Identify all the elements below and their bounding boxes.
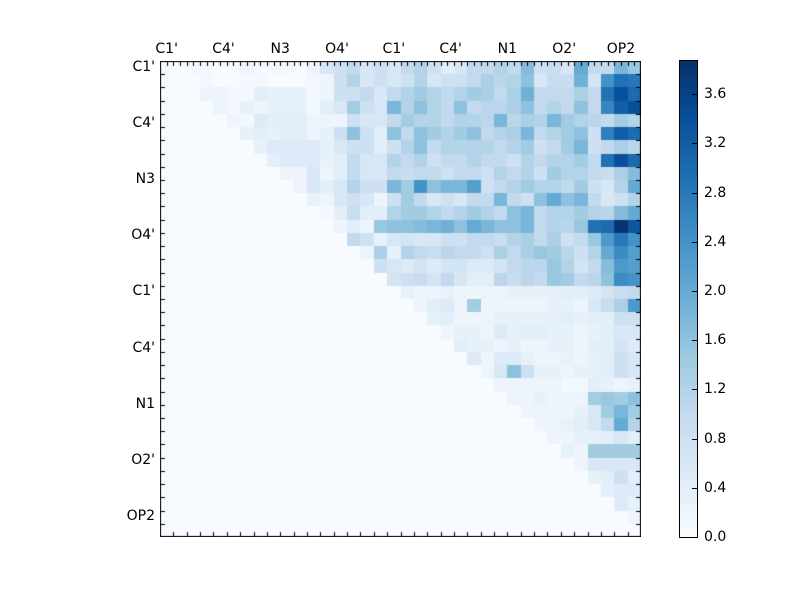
x-axis-label: OP2: [606, 41, 636, 57]
x-axis-label: O4': [325, 41, 349, 57]
colorbar-tick: [692, 389, 697, 390]
colorbar-tick-label: 1.6: [704, 332, 727, 349]
x-axis-label: C4': [439, 41, 462, 57]
heatmap-canvas: [160, 61, 641, 537]
colorbar-tick: [692, 291, 697, 292]
x-axis-label: N1: [497, 41, 518, 57]
colorbar-tick-label: 3.6: [704, 86, 727, 103]
plot-area: [160, 61, 641, 537]
colorbar-tick: [692, 340, 697, 341]
y-axis-label: C1': [132, 58, 155, 75]
y-axis-label: OP2: [126, 508, 155, 525]
colorbar-tick-label: 3.2: [704, 135, 727, 152]
x-axis-label: C4': [212, 41, 235, 57]
colorbar-tick: [692, 242, 697, 243]
colorbar-tick: [692, 488, 697, 489]
colorbar-tick-label: 0.4: [704, 479, 727, 496]
y-axis-label: C4': [132, 114, 155, 131]
x-axis-label: C1': [155, 41, 178, 57]
colorbar-tick-label: 2.4: [704, 233, 727, 250]
colorbar-tick: [692, 537, 697, 538]
x-axis-label: C1': [382, 41, 406, 57]
colorbar-tick-label: 2.0: [704, 283, 727, 299]
colorbar-tick-label: 0.8: [704, 430, 727, 447]
y-axis-label: N3: [135, 171, 155, 187]
colorbar-tick-label: 1.2: [704, 381, 727, 398]
y-axis-label: C4': [132, 339, 155, 356]
colorbar: [679, 60, 698, 538]
colorbar-tick-label: 0.0: [704, 529, 727, 545]
y-axis-label: N1: [135, 395, 155, 412]
y-axis-label: O4': [131, 227, 155, 244]
x-axis-label: N3: [270, 41, 290, 57]
colorbar-tick: [692, 439, 697, 440]
colorbar-tick: [692, 94, 697, 95]
colorbar-tick-label: 2.8: [704, 184, 727, 201]
y-axis-label: C1': [132, 283, 155, 300]
colorbar-tick: [692, 143, 697, 144]
y-axis-label: O2': [131, 451, 155, 468]
colorbar-tick: [692, 193, 697, 194]
x-axis-label: O2': [552, 41, 577, 57]
